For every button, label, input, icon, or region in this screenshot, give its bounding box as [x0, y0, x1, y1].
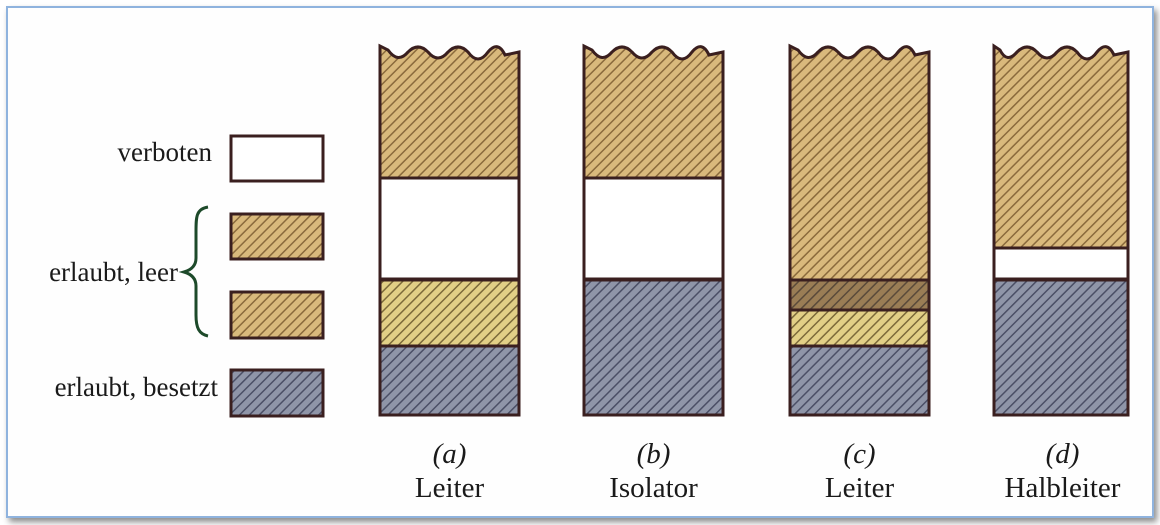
column-d-gap [992, 246, 1130, 281]
legend-label-forbidden: verboten [117, 137, 212, 167]
column-c-partial-band [788, 308, 931, 348]
column-c [788, 43, 931, 417]
caption-a: (a) Leiter [380, 437, 519, 505]
caption-c: (c) Leiter [790, 437, 929, 505]
column-c-overlap-band [788, 278, 931, 312]
legend-occupied-swatch [229, 368, 325, 418]
diagram-frame [6, 6, 1154, 518]
column-d-occupied-band [992, 278, 1130, 417]
column-a [378, 43, 521, 417]
column-c-top-band [788, 43, 931, 282]
column-b-top-band [582, 43, 725, 180]
column-a-occupied-band [378, 344, 521, 417]
caption-b: (b) Isolator [584, 437, 723, 505]
caption-d: (d) Halbleiter [980, 437, 1145, 505]
column-a-partial-band [378, 278, 521, 348]
caption-c-name: Leiter [824, 472, 895, 504]
column-a-top-band [378, 43, 521, 180]
column-d-top-band [992, 43, 1130, 250]
legend-empty-swatch-2 [229, 290, 325, 340]
brace-icon [178, 205, 209, 338]
column-b [582, 43, 725, 417]
legend-label-allowed-empty: erlaubt, leer [49, 257, 178, 287]
caption-b-name: Isolator [609, 472, 698, 504]
caption-a-letter: (a) [432, 438, 467, 470]
column-b-occupied-band [582, 278, 725, 417]
column-d [992, 43, 1130, 417]
legend-forbidden-swatch [229, 134, 325, 183]
legend-empty-swatch-1 [229, 212, 325, 261]
column-c-occupied-band [788, 344, 931, 417]
caption-d-letter: (d) [1045, 438, 1080, 470]
legend-label-allowed-occupied: erlaubt, besetzt [54, 372, 218, 402]
column-b-gap [582, 176, 725, 281]
caption-d-name: Halbleiter [1004, 472, 1121, 504]
caption-a-name: Leiter [414, 472, 485, 504]
caption-c-letter: (c) [843, 438, 876, 470]
caption-b-letter: (b) [636, 438, 671, 470]
column-a-gap [378, 176, 521, 281]
